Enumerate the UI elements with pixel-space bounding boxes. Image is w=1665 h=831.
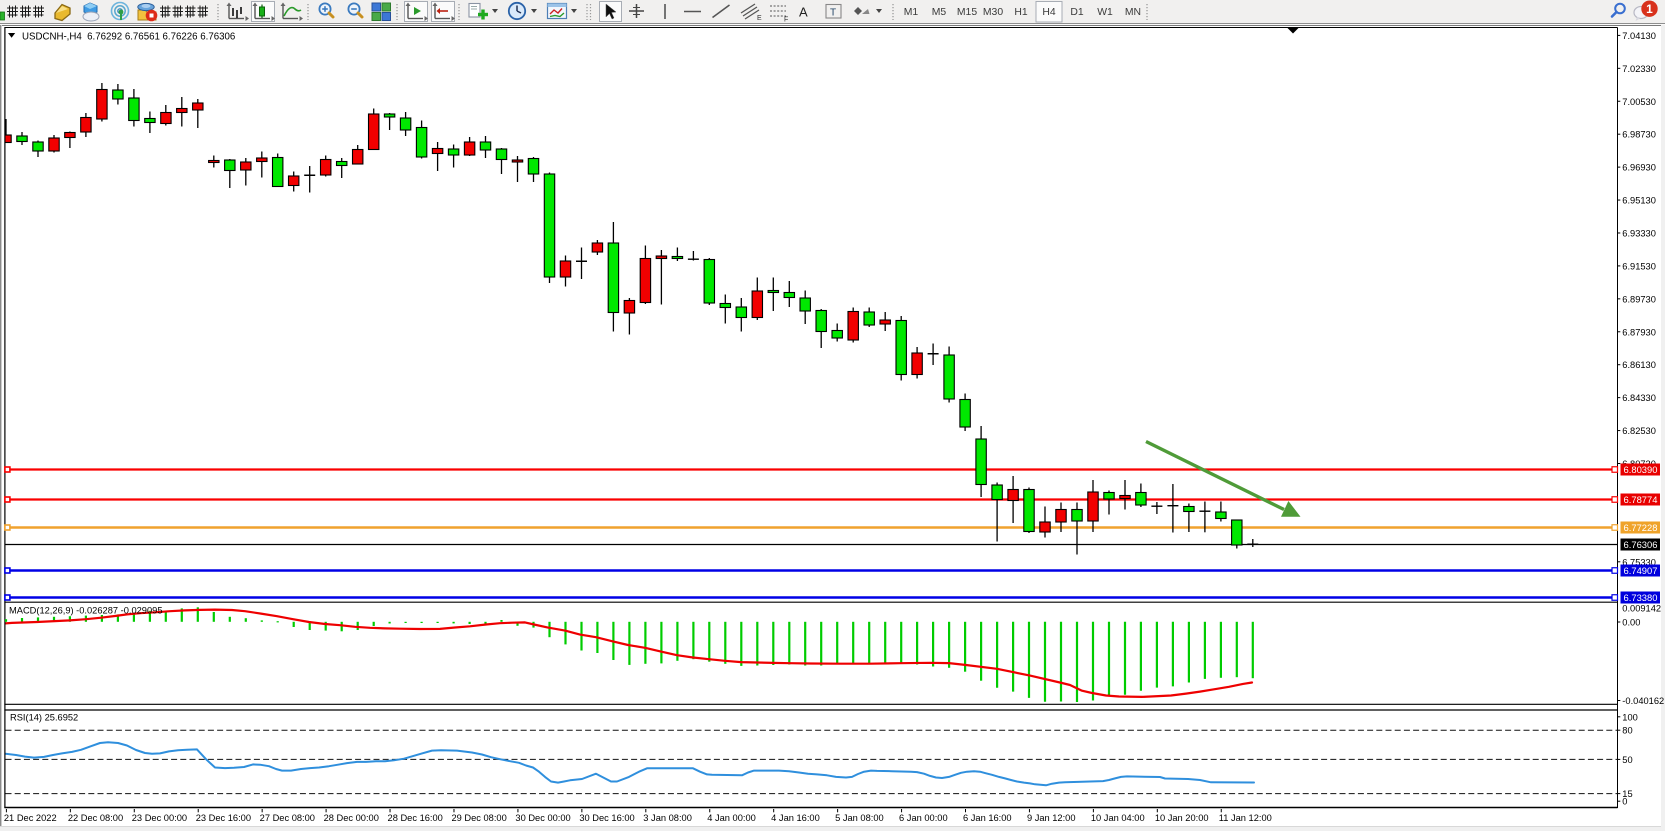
svg-text:6.87930: 6.87930	[1622, 327, 1656, 337]
svg-text:6.96930: 6.96930	[1622, 163, 1656, 173]
svg-text:23 Dec 00:00: 23 Dec 00:00	[132, 813, 187, 823]
svg-text:6.78774: 6.78774	[1624, 494, 1658, 505]
svg-text:D1: D1	[1070, 7, 1084, 18]
svg-text:7.00530: 7.00530	[1622, 97, 1656, 107]
svg-text:28 Dec 00:00: 28 Dec 00:00	[324, 813, 379, 823]
svg-text:6.95130: 6.95130	[1622, 196, 1656, 206]
svg-text:6.80390: 6.80390	[1624, 464, 1658, 475]
svg-text:21 Dec 2022: 21 Dec 2022	[4, 813, 57, 823]
svg-text:M30: M30	[983, 7, 1003, 18]
svg-text:A: A	[799, 5, 808, 20]
svg-text:6.82530: 6.82530	[1622, 426, 1656, 436]
svg-text:10 Jan 20:00: 10 Jan 20:00	[1155, 813, 1209, 823]
svg-text:10 Jan 04:00: 10 Jan 04:00	[1091, 813, 1145, 823]
svg-text:MN: MN	[1125, 7, 1141, 18]
svg-text:T: T	[830, 8, 836, 19]
svg-text:5 Jan 08:00: 5 Jan 08:00	[835, 813, 884, 823]
svg-text:MACD(12,26,9) -0.026287 -0.029: MACD(12,26,9) -0.026287 -0.029095	[9, 605, 163, 615]
svg-text:M5: M5	[932, 7, 947, 18]
svg-text:0: 0	[1622, 797, 1627, 807]
svg-text:100: 100	[1622, 712, 1638, 722]
svg-text:3 Jan 08:00: 3 Jan 08:00	[643, 813, 692, 823]
svg-text:7.04130: 7.04130	[1622, 31, 1656, 41]
svg-text:7.02330: 7.02330	[1622, 64, 1656, 74]
svg-text:M1: M1	[904, 7, 919, 18]
svg-text:1: 1	[1646, 2, 1653, 16]
svg-text:6.74907: 6.74907	[1624, 565, 1658, 576]
svg-text:11 Jan 12:00: 11 Jan 12:00	[1219, 813, 1272, 823]
svg-text:H1: H1	[1014, 7, 1028, 18]
svg-text:6.89730: 6.89730	[1622, 294, 1656, 304]
svg-text:-0.040162: -0.040162	[1622, 696, 1664, 706]
svg-text:80: 80	[1622, 726, 1632, 736]
svg-text:6.73380: 6.73380	[1624, 592, 1658, 603]
svg-text:6 Jan 16:00: 6 Jan 16:00	[963, 813, 1012, 823]
svg-text:0.00: 0.00	[1622, 618, 1640, 628]
svg-text:6.76306: 6.76306	[1624, 539, 1658, 550]
svg-text:6.77228: 6.77228	[1624, 522, 1658, 533]
svg-text:23 Dec 16:00: 23 Dec 16:00	[196, 813, 251, 823]
svg-text:6.75330: 6.75330	[1622, 557, 1656, 567]
svg-text:6.93330: 6.93330	[1622, 228, 1656, 238]
svg-text:4 Jan 16:00: 4 Jan 16:00	[771, 813, 820, 823]
svg-text:RSI(14) 25.6952: RSI(14) 25.6952	[10, 713, 78, 723]
svg-text:6 Jan 00:00: 6 Jan 00:00	[899, 813, 948, 823]
svg-text:6.98730: 6.98730	[1622, 130, 1656, 140]
svg-text:0.009142: 0.009142	[1622, 604, 1661, 614]
svg-text:6.84330: 6.84330	[1622, 393, 1656, 403]
svg-text:M15: M15	[957, 7, 977, 18]
svg-text:6.86130: 6.86130	[1622, 360, 1656, 370]
svg-text:15: 15	[1622, 789, 1632, 799]
svg-text:30 Dec 16:00: 30 Dec 16:00	[579, 813, 634, 823]
svg-text:9 Jan 12:00: 9 Jan 12:00	[1027, 813, 1076, 823]
svg-text:50: 50	[1622, 755, 1632, 765]
svg-text:E: E	[757, 15, 762, 22]
svg-text:22 Dec 08:00: 22 Dec 08:00	[68, 813, 123, 823]
svg-text:27 Dec 08:00: 27 Dec 08:00	[260, 813, 315, 823]
svg-text:4 Jan 00:00: 4 Jan 00:00	[707, 813, 756, 823]
svg-text:29 Dec 08:00: 29 Dec 08:00	[451, 813, 506, 823]
svg-text:W1: W1	[1097, 7, 1113, 18]
svg-text:28 Dec 16:00: 28 Dec 16:00	[388, 813, 443, 823]
svg-text:30 Dec 00:00: 30 Dec 00:00	[515, 813, 570, 823]
svg-text:F: F	[784, 17, 788, 24]
svg-text:6.91530: 6.91530	[1622, 261, 1656, 271]
svg-text:H4: H4	[1042, 7, 1056, 18]
svg-text:USDCNH-,H4 6.76292 6.76561 6.: USDCNH-,H4 6.76292 6.76561 6.76226 6.763…	[22, 31, 235, 42]
